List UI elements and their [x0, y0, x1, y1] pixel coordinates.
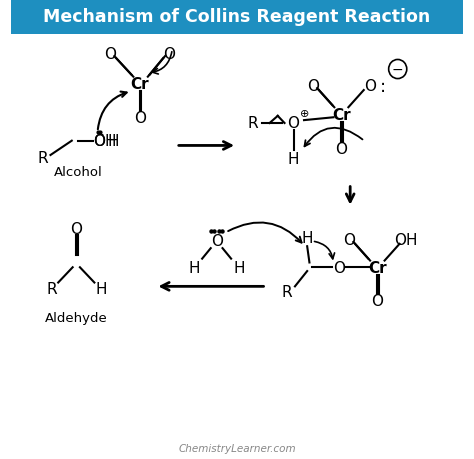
Text: ChemistryLearner.com: ChemistryLearner.com	[178, 443, 296, 453]
Text: Alcohol: Alcohol	[54, 166, 103, 179]
Text: O: O	[335, 142, 347, 157]
Text: O: O	[307, 79, 319, 94]
Text: R: R	[247, 116, 258, 131]
Text: O: O	[93, 134, 105, 149]
Text: O: O	[333, 260, 345, 275]
Text: Cr: Cr	[130, 77, 149, 92]
Text: H: H	[108, 134, 119, 149]
Text: R: R	[282, 284, 292, 299]
Text: O: O	[371, 294, 383, 308]
Text: −: −	[392, 63, 403, 77]
Text: Mechanism of Collins Reagent Reaction: Mechanism of Collins Reagent Reaction	[44, 8, 430, 26]
Text: H: H	[95, 282, 107, 297]
Text: OH: OH	[394, 233, 417, 247]
Text: H: H	[188, 260, 200, 275]
Text: O: O	[70, 221, 82, 236]
FancyBboxPatch shape	[10, 0, 464, 35]
Text: :: :	[380, 78, 386, 95]
Text: H: H	[301, 230, 313, 246]
Text: H: H	[234, 260, 245, 275]
Text: O: O	[365, 79, 376, 94]
Text: O: O	[288, 116, 300, 131]
Text: O: O	[134, 111, 146, 126]
Text: R: R	[46, 282, 57, 297]
Text: Aldehyde: Aldehyde	[45, 311, 108, 324]
Text: O: O	[163, 47, 175, 62]
Text: R: R	[37, 151, 48, 166]
Text: O: O	[104, 47, 116, 62]
Text: Cr: Cr	[332, 108, 350, 123]
Text: H: H	[288, 152, 300, 167]
Text: ÖH: ÖH	[93, 134, 117, 149]
Text: ⊕: ⊕	[300, 109, 309, 119]
Text: O: O	[210, 234, 223, 249]
Text: O: O	[343, 233, 356, 247]
Text: Cr: Cr	[368, 260, 387, 275]
